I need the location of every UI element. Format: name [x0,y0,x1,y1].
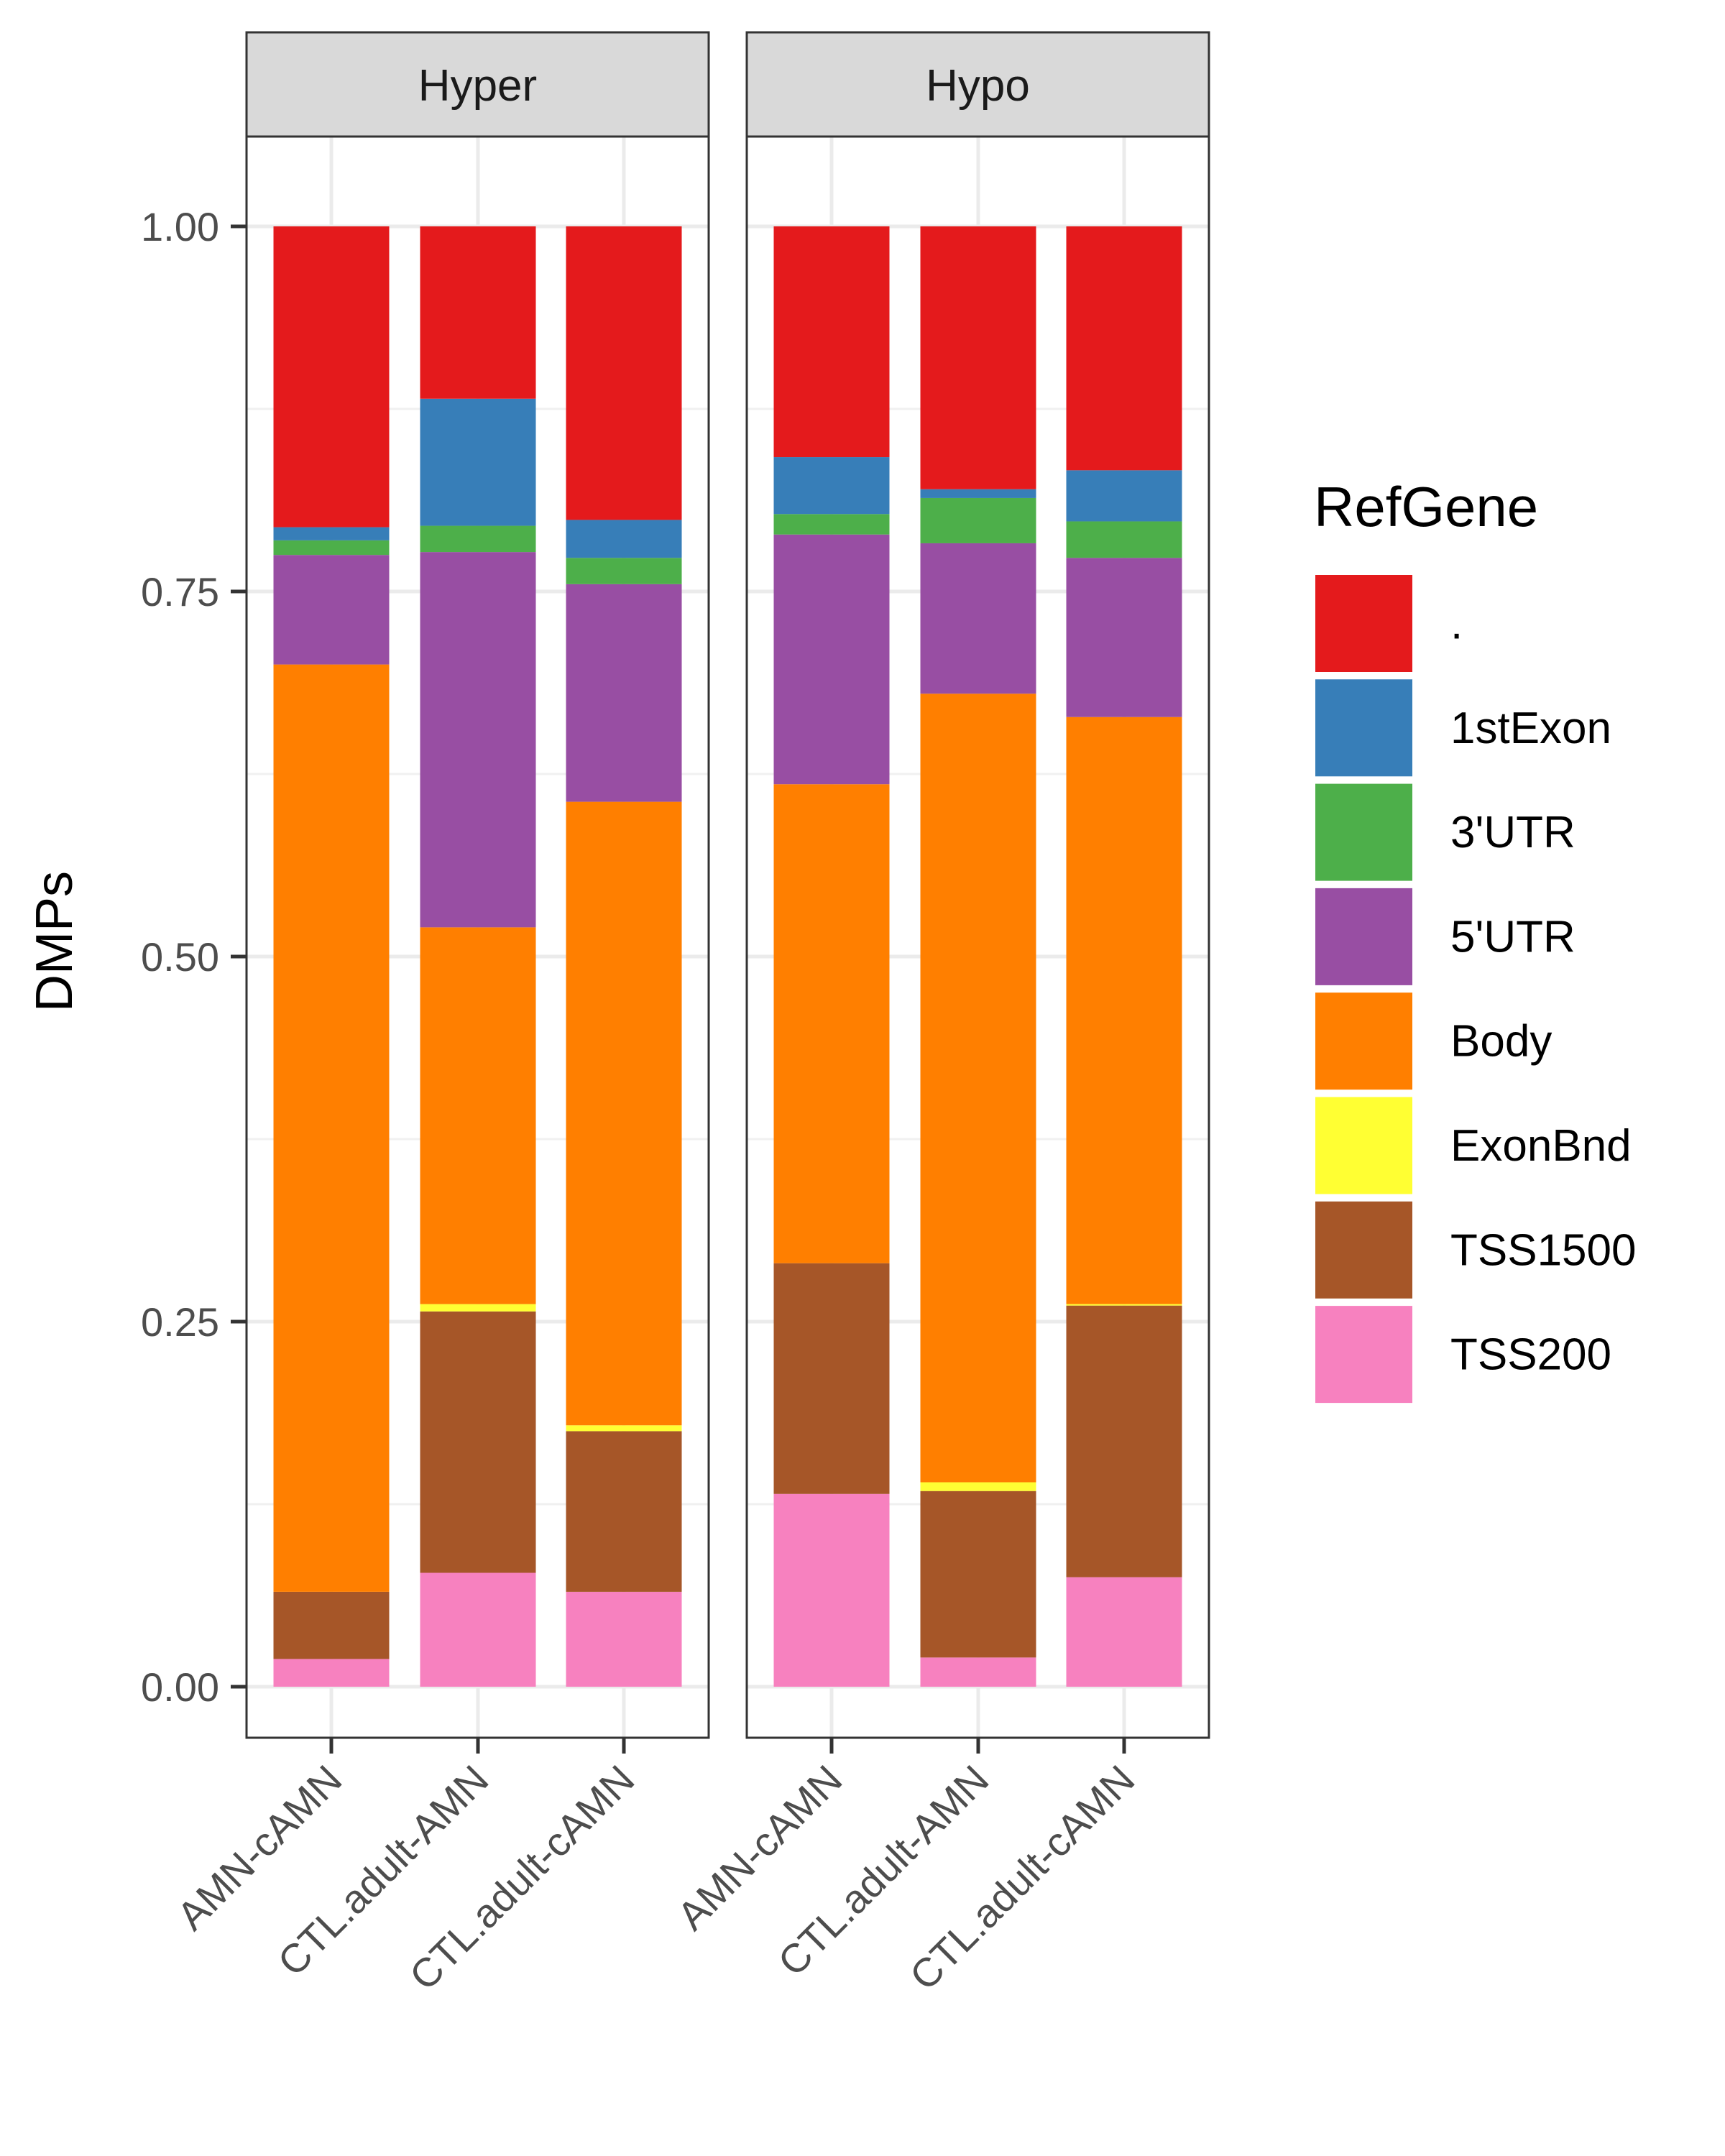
bar-segment-dot [273,226,390,528]
legend-label: . [1450,599,1463,649]
legend-label: ExonBnd [1450,1121,1632,1171]
bar-segment-1stexon [420,398,536,526]
legend-title: RefGene [1314,475,1538,538]
legend-label: 1stExon [1450,704,1611,753]
bar-segment-dot [920,226,1036,489]
legend-label: Body [1450,1017,1552,1067]
bar-segment-3-utr [1066,521,1182,558]
y-tick-label: 0.25 [141,1299,219,1345]
bar-amn-camn [773,226,890,1687]
legend-swatch [1315,888,1412,985]
bar-segment-tss200 [920,1657,1036,1687]
bar-segment-tss1500 [273,1591,390,1659]
facet-label: Hyper [418,61,537,111]
bar-segment-exonbnd [1066,1304,1182,1306]
legend-swatch [1315,1201,1412,1299]
legend-items: . 1stExon 3'UTR 5'UTR Body ExonBnd TSS1500 TSS2… [1315,575,1637,1404]
bar-segment-exonbnd [920,1482,1036,1491]
y-axis: 0.00 0.25 0.50 0.75 1.00 [141,204,247,1710]
bar-segment-body [566,801,682,1426]
legend-item-body: Body [1315,992,1552,1090]
bar-segment-tss200 [1066,1577,1182,1687]
bar-segment-dot [1066,226,1182,471]
bar-segment-1stexon [773,457,890,515]
legend-label: TSS200 [1450,1330,1611,1380]
facet-strip [745,31,1210,138]
bar-segment-body [920,694,1036,1483]
bar-ctl-adult-amn [420,226,536,1687]
legend-item-dot: . [1315,575,1463,672]
bar-ctl-adult-camn [1066,226,1182,1687]
bar-segment-body [273,664,390,1592]
legend-item-exonbnd: ExonBnd [1315,1097,1632,1194]
bar-segment-5-utr [1066,558,1182,717]
legend-item-5-utr: 5'UTR [1315,888,1576,985]
bar-segment-1stexon [1066,470,1182,522]
y-tick-label: 1.00 [141,204,219,249]
bar-segment-tss1500 [566,1431,682,1592]
bar-segment-dot [773,226,890,458]
bar-segment-3-utr [273,540,390,556]
bar-segment-5-utr [420,552,536,928]
bar-segment-exonbnd [566,1425,682,1432]
y-tick-label: 0.75 [141,569,219,614]
bar-segment-3-utr [773,514,890,535]
bar-segment-body [773,784,890,1263]
bar-segment-tss1500 [920,1491,1036,1658]
bar-segment-3-utr [920,497,1036,543]
legend-label: TSS1500 [1450,1225,1637,1275]
legend-swatch [1315,992,1412,1090]
bar-ctl-adult-amn [920,226,1036,1687]
facet-panels: HyperAMN-cAMNCTL.adult-AMNCTL.adult-cAMN… [141,31,1210,1999]
bar-segment-body [420,927,536,1304]
bar-segment-exonbnd [420,1304,536,1312]
bar-segment-1stexon [566,520,682,558]
legend-item-tss1500: TSS1500 [1315,1201,1637,1299]
y-tick-label: 0.00 [141,1664,219,1710]
legend-swatch [1315,575,1412,672]
bar-amn-camn [273,226,390,1687]
legend-swatch [1315,1097,1412,1194]
y-axis-title: DMPs [26,871,83,1012]
legend-swatch [1315,783,1412,881]
bar-segment-3-utr [420,525,536,553]
bar-segment-tss1500 [773,1263,890,1494]
bar-segment-3-utr [566,558,682,584]
bar-segment-1stexon [920,489,1036,498]
legend: RefGene . 1stExon 3'UTR 5'UTR Body ExonBnd TSS… [1314,475,1637,1404]
facet-label: Hypo [926,61,1030,111]
legend-item-3-utr: 3'UTR [1315,783,1576,881]
bar-segment-tss200 [566,1591,682,1687]
bar-ctl-adult-camn [566,226,682,1687]
facet-strip [245,31,710,138]
bar-segment-dot [420,226,536,399]
bar-segment-5-utr [273,555,390,665]
legend-swatch [1315,1306,1412,1404]
legend-label: 5'UTR [1450,912,1576,962]
bar-segment-body [1066,717,1182,1304]
legend-swatch [1315,679,1412,777]
legend-label: 3'UTR [1450,808,1576,857]
bar-segment-5-utr [773,534,890,785]
legend-item-1stexon: 1stExon [1315,679,1611,777]
bar-segment-tss200 [773,1493,890,1687]
legend-item-tss200: TSS200 [1315,1306,1611,1404]
y-tick-label: 0.50 [141,934,219,980]
bar-segment-tss1500 [420,1311,536,1573]
bar-segment-5-utr [920,543,1036,694]
bar-segment-tss200 [273,1659,390,1687]
bar-segment-dot [566,226,682,520]
bar-segment-tss200 [420,1572,536,1687]
bar-segment-1stexon [273,527,390,540]
bar-segment-tss1500 [1066,1305,1182,1577]
bar-segment-5-utr [566,584,682,802]
